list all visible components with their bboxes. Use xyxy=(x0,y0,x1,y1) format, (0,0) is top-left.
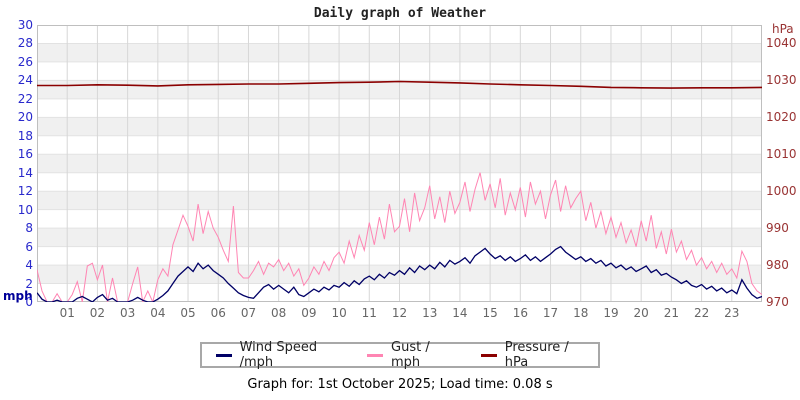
x-axis-tick: 16 xyxy=(512,306,528,320)
x-axis-tick: 17 xyxy=(542,306,559,320)
x-axis-tick: 21 xyxy=(663,306,680,320)
left-axis-tick: 26 xyxy=(17,54,33,69)
x-axis-tick: 10 xyxy=(331,306,347,320)
x-axis-tick: 18 xyxy=(573,306,589,320)
wind-speed-line-swatch xyxy=(216,353,232,357)
right-axis-tick: 970 xyxy=(766,295,789,309)
left-axis-tick: 10 xyxy=(17,202,33,217)
left-axis-tick: 2 xyxy=(25,276,33,291)
x-axis-tick: 13 xyxy=(422,306,438,320)
right-axis-tick: 1000 xyxy=(766,183,797,198)
right-axis-tick: 990 xyxy=(766,220,789,235)
x-axis-tick: 06 xyxy=(210,306,226,320)
left-axis-tick: 30 xyxy=(17,18,33,32)
left-axis-tick: 6 xyxy=(25,239,33,254)
right-axis-tick: 1030 xyxy=(766,72,797,87)
legend-label-gust: Gust / mph xyxy=(391,340,430,370)
legend-label-pressure: Pressure / hPa xyxy=(504,340,569,370)
left-axis-tick: 8 xyxy=(25,221,33,236)
left-axis-tick: 20 xyxy=(17,110,33,125)
x-axis-tick: 15 xyxy=(482,306,498,320)
pressure-line-swatch xyxy=(481,353,497,357)
left-axis-tick: 0 xyxy=(25,295,33,309)
x-axis-tick: 23 xyxy=(724,306,740,320)
legend-item-wind-speed: Wind Speed /mph xyxy=(216,340,339,370)
left-axis-tick: 22 xyxy=(17,91,33,106)
x-axis-tick: 22 xyxy=(693,306,710,320)
legend-label-wind-speed: Wind Speed /mph xyxy=(239,340,318,370)
x-axis-tick: 12 xyxy=(391,306,408,320)
left-axis-tick: 12 xyxy=(17,184,33,199)
left-axis-tick: 28 xyxy=(17,36,33,51)
right-axis-tick: 1020 xyxy=(766,109,797,124)
weather-chart-svg xyxy=(36,25,763,304)
legend-item-gust: Gust / mph xyxy=(367,340,453,370)
graph-caption: Graph for: 1st October 2025; Load time: … xyxy=(247,377,553,392)
left-axis-unit-label: mph xyxy=(3,289,33,303)
x-axis-tick: 19 xyxy=(603,306,619,320)
legend-item-pressure: Pressure / hPa xyxy=(481,340,584,370)
left-axis-tick: 14 xyxy=(17,165,33,180)
gust-line-swatch xyxy=(367,353,384,357)
x-axis-tick: 08 xyxy=(271,306,287,320)
left-axis-tick: 24 xyxy=(17,73,33,88)
x-axis-tick: 01 xyxy=(59,306,75,320)
chart-plot-area xyxy=(36,25,763,304)
left-axis-tick: 16 xyxy=(17,147,33,162)
left-axis-tick: 18 xyxy=(17,128,33,143)
x-axis-tick: 02 xyxy=(89,306,106,320)
x-axis-tick: 05 xyxy=(180,306,196,320)
right-axis-tick: 980 xyxy=(766,257,789,272)
left-axis-tick: 4 xyxy=(25,258,33,273)
x-axis-tick: 20 xyxy=(633,306,649,320)
right-axis-tick: 1010 xyxy=(766,146,797,161)
pressure-line xyxy=(37,80,763,89)
right-axis-tick: 1040 xyxy=(766,35,797,50)
x-axis-tick: 09 xyxy=(301,306,317,320)
graph-title: Daily graph of Weather xyxy=(313,6,487,21)
gust-line xyxy=(36,172,763,304)
legend: Wind Speed /mph Gust / mph Pressure / hP… xyxy=(200,340,600,370)
x-axis-tick: 14 xyxy=(452,306,468,320)
x-axis-tick: 04 xyxy=(150,306,166,320)
right-axis-unit-label: hPa xyxy=(772,22,794,36)
x-axis-tick: 11 xyxy=(361,306,377,320)
wind-line xyxy=(36,245,763,303)
x-axis-tick: 07 xyxy=(240,306,257,320)
x-axis-tick: 03 xyxy=(119,306,136,320)
